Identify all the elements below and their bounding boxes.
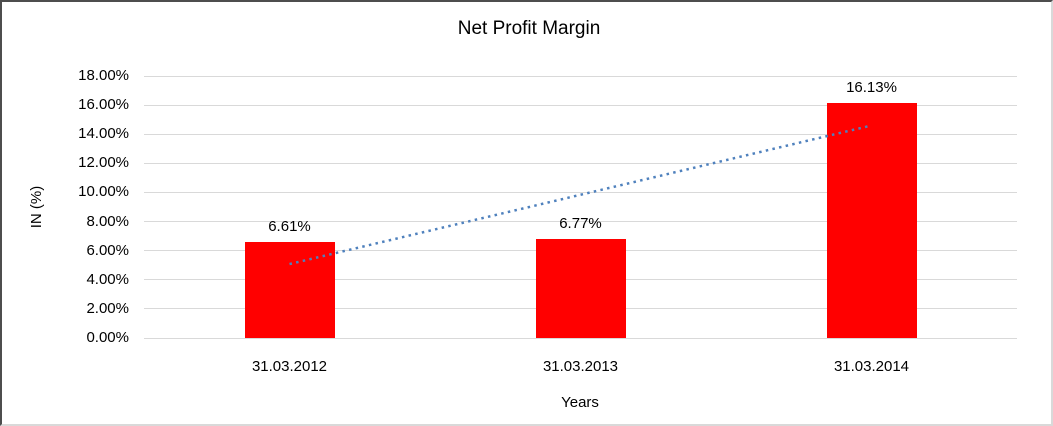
- y-axis-title: IN (%): [28, 185, 45, 229]
- gridline: [144, 337, 1017, 339]
- bar: [535, 239, 626, 338]
- bar-value-label: 6.61%: [268, 217, 311, 235]
- x-tick-label: 31.03.2012: [251, 358, 328, 375]
- y-tick-label: 16.00%: [78, 96, 129, 114]
- bar-value-label: 6.77%: [559, 215, 602, 233]
- gridline: [144, 75, 1017, 77]
- y-tick-label: 18.00%: [78, 67, 129, 84]
- y-tick-label: 0.00%: [86, 329, 129, 346]
- x-tick-label: 31.03.2013: [542, 358, 619, 375]
- chart-title: Net Profit Margin: [457, 18, 601, 39]
- bar-value-label: 16.13%: [846, 79, 897, 97]
- y-tick-label: 14.00%: [78, 125, 129, 143]
- y-tick-label: 4.00%: [86, 270, 129, 288]
- y-tick-label: 10.00%: [78, 183, 129, 201]
- x-tick-label: 31.03.2014: [833, 358, 910, 375]
- x-axis-title: Years: [561, 394, 599, 411]
- y-tick-label: 8.00%: [86, 212, 129, 230]
- bar: [826, 103, 917, 338]
- y-tick-label: 6.00%: [86, 241, 129, 259]
- y-tick-label: 12.00%: [78, 154, 129, 172]
- gridline: [144, 104, 1017, 106]
- y-tick-label: 2.00%: [86, 299, 129, 317]
- bar: [244, 241, 335, 338]
